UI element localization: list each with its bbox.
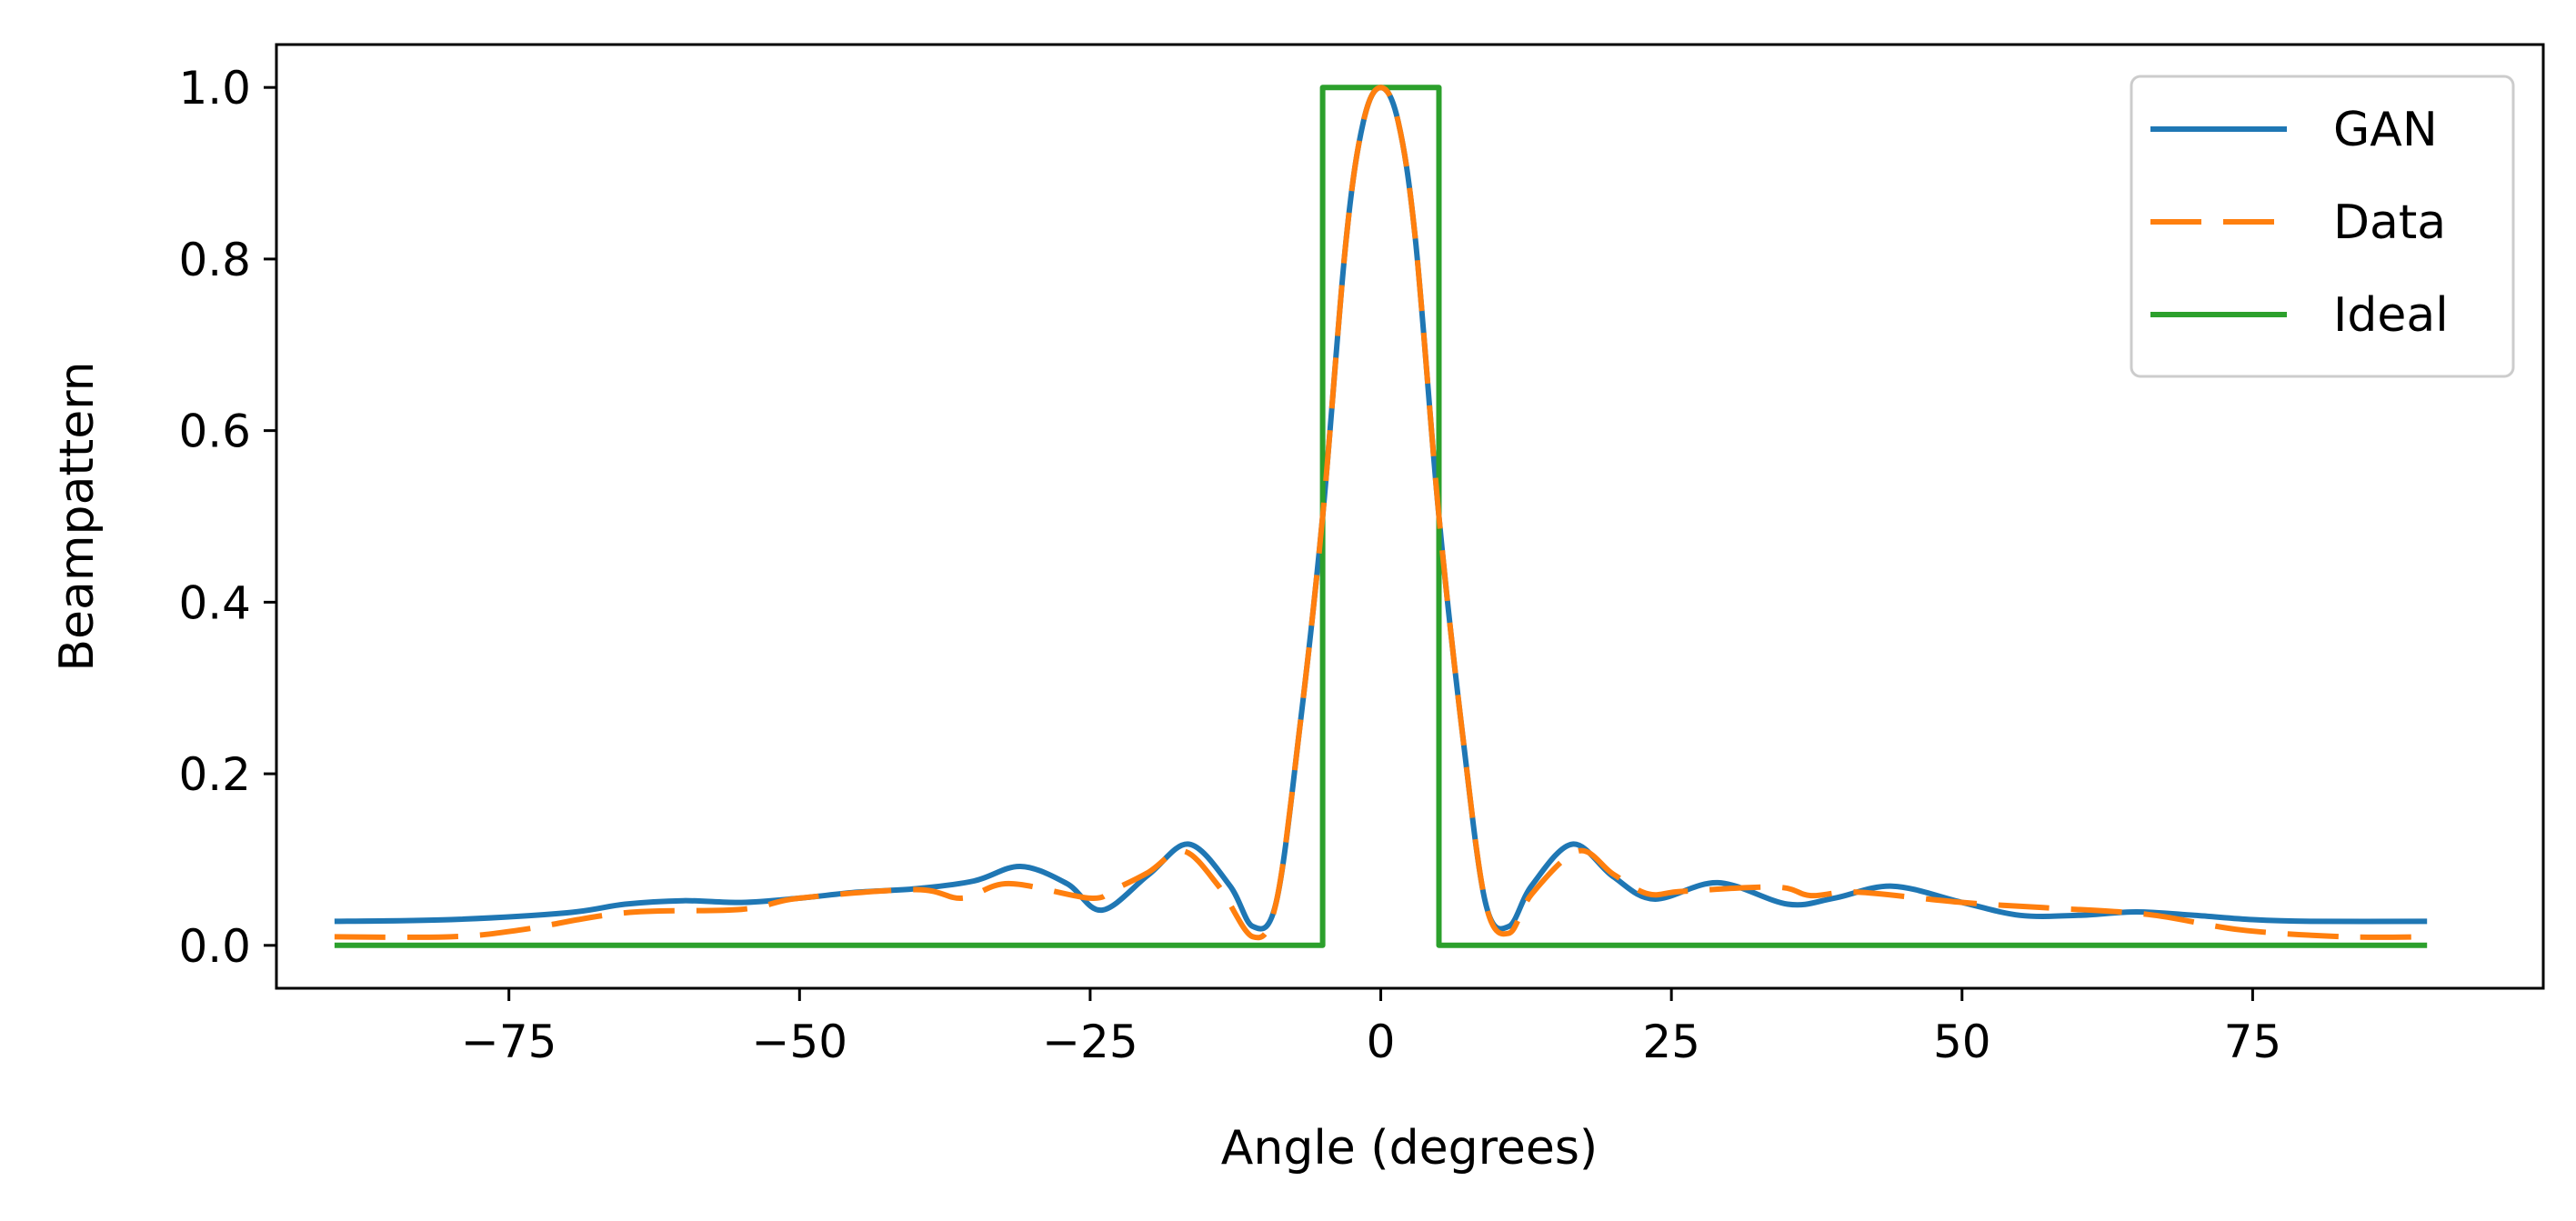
legend-label-data: Data: [2333, 195, 2446, 250]
y-tick-label: 0.6: [178, 405, 251, 458]
y-tick-label: 1.0: [178, 62, 251, 115]
legend-label-ideal: Ideal: [2333, 288, 2449, 343]
legend: GAN Data Ideal: [2130, 75, 2515, 378]
x-axis: −75 −50 −25 0 25 50 75: [461, 988, 2281, 1068]
y-axis-label: Beampattern: [50, 361, 105, 671]
legend-label-gan: GAN: [2333, 103, 2438, 157]
y-axis: 0.0 0.2 0.4 0.6 0.8 1.0: [178, 62, 276, 973]
legend-box: [2130, 75, 2515, 378]
plot-frame: [275, 43, 2545, 990]
x-tick-label: 75: [2224, 1016, 2282, 1068]
y-tick-label: 0.0: [178, 920, 251, 973]
x-tick-label: −50: [752, 1016, 848, 1068]
y-tick-label: 0.2: [178, 748, 251, 801]
x-tick-label: 50: [1933, 1016, 1991, 1068]
x-tick-label: −75: [461, 1016, 557, 1068]
x-tick-label: −25: [1042, 1016, 1138, 1068]
y-tick-label: 0.4: [178, 576, 251, 629]
series-layer: [334, 85, 2428, 948]
x-axis-label: Angle (degrees): [1221, 1121, 1598, 1176]
y-tick-label: 0.8: [178, 234, 251, 286]
series-line-gan: [334, 85, 2428, 932]
x-tick-label: 0: [1367, 1016, 1396, 1068]
x-tick-label: 25: [1642, 1016, 1700, 1068]
series-line-ideal: [334, 85, 2428, 948]
series-line-data: [334, 85, 2428, 941]
